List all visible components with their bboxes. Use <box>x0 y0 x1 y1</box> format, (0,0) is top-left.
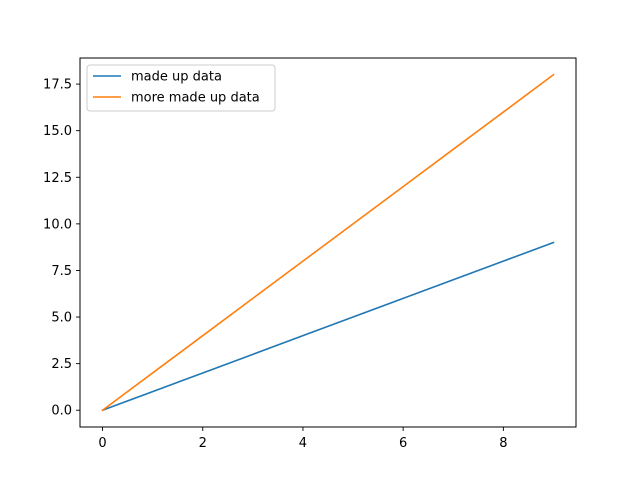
series-line-0 <box>101 241 555 412</box>
x-tick-label: 6 <box>399 436 407 451</box>
y-axis: 0.0 2.5 5.0 7.5 10.0 12.5 15.0 17.5 <box>43 78 80 419</box>
y-tick-label: 10.0 <box>43 217 72 232</box>
y-tick-label: 15.0 <box>43 124 72 139</box>
x-tick-label: 2 <box>199 436 207 451</box>
x-axis: 0 2 4 6 8 <box>98 427 507 451</box>
legend-label-0: made up data <box>131 70 222 85</box>
x-tick-label: 8 <box>499 436 507 451</box>
x-tick-label: 0 <box>98 436 106 451</box>
y-tick-label: 2.5 <box>51 357 72 372</box>
legend-box <box>86 64 276 112</box>
x-tick-label: 4 <box>299 436 307 451</box>
legend-label-1: more made up data <box>131 91 260 106</box>
plot-frame <box>79 57 577 428</box>
y-tick-label: 12.5 <box>43 171 72 186</box>
y-tick-label: 0.0 <box>51 404 72 419</box>
y-tick-label: 7.5 <box>51 264 72 279</box>
series-layer <box>101 73 555 412</box>
series-line-1 <box>101 73 555 412</box>
legend: made up data more made up data <box>86 64 276 112</box>
y-tick-label: 5.0 <box>51 311 72 326</box>
y-tick-label: 17.5 <box>43 78 72 93</box>
